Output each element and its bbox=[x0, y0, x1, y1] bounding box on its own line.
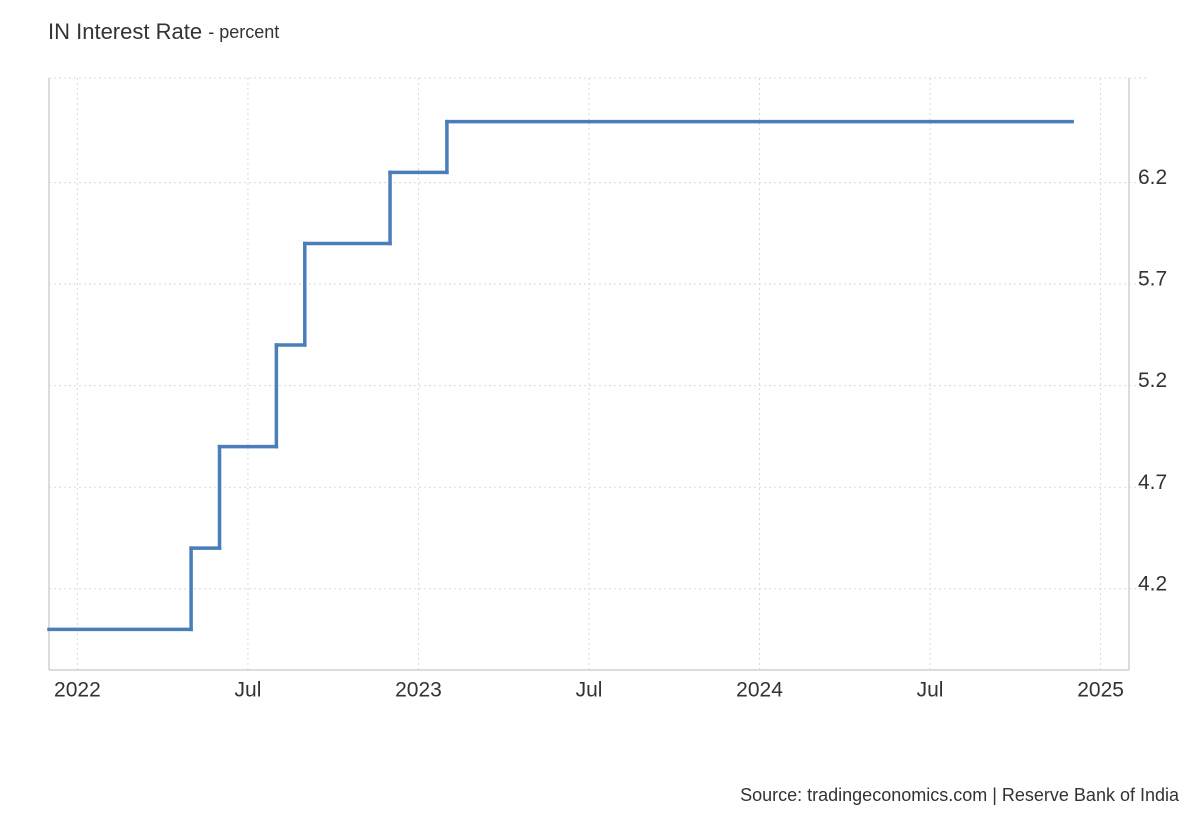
title: IN Interest Rate bbox=[48, 19, 202, 44]
y-tick-label: 5.7 bbox=[1138, 268, 1167, 291]
x-tick-label: Jul bbox=[576, 679, 603, 702]
x-tick-label: Jul bbox=[235, 679, 262, 702]
y-tick-label: 5.2 bbox=[1138, 369, 1167, 392]
chart-title: IN Interest Rate - percent bbox=[48, 19, 279, 44]
y-tick-label: 6.2 bbox=[1138, 166, 1167, 189]
subtitle: - percent bbox=[208, 22, 279, 42]
x-tick-label: 2025 bbox=[1077, 679, 1124, 702]
source: Source: tradingeconomics.com | Reserve B… bbox=[740, 785, 1180, 805]
x-tick-label: 2023 bbox=[395, 679, 442, 702]
x-tick-label: 2022 bbox=[54, 679, 101, 702]
y-tick-label: 4.2 bbox=[1138, 572, 1167, 595]
x-tick-label: Jul bbox=[917, 679, 944, 702]
y-tick-label: 4.7 bbox=[1138, 471, 1167, 494]
x-tick-label: 2024 bbox=[736, 679, 783, 702]
